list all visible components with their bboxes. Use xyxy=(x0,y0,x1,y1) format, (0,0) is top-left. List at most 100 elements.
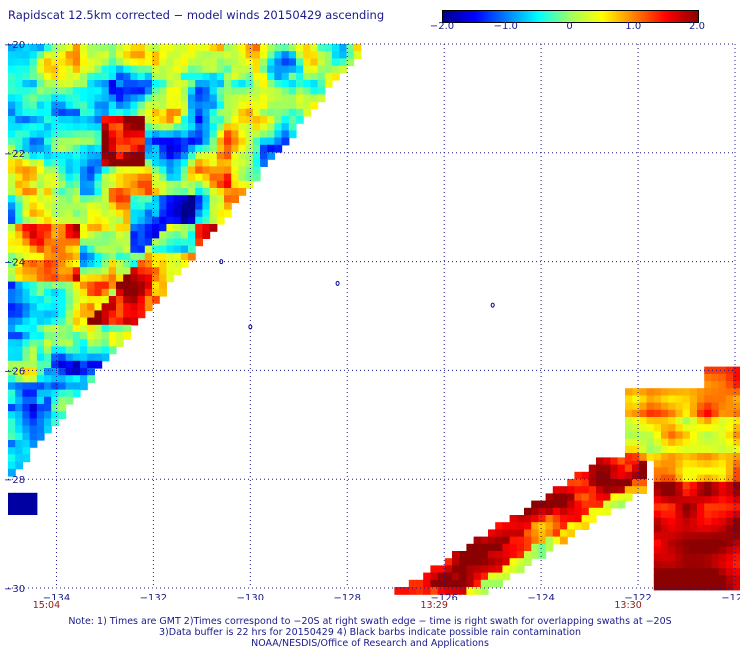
data-cell xyxy=(8,411,16,419)
data-cell xyxy=(94,123,103,131)
data-cell xyxy=(632,457,640,466)
data-cell xyxy=(252,44,261,52)
data-cell xyxy=(180,123,189,131)
data-cell xyxy=(624,493,633,502)
data-cell xyxy=(72,166,81,175)
data-cell xyxy=(80,166,88,175)
data-cell xyxy=(159,267,167,275)
data-cell xyxy=(173,216,182,225)
data-cell xyxy=(675,417,684,425)
data-cell xyxy=(260,58,268,67)
data-cell xyxy=(581,471,590,480)
data-cell xyxy=(87,166,95,175)
data-cell xyxy=(180,245,189,254)
data-cell xyxy=(29,116,38,124)
data-cell xyxy=(144,72,153,81)
data-cell xyxy=(65,108,74,117)
data-cell xyxy=(137,152,146,160)
data-cell xyxy=(524,522,532,530)
data-cell xyxy=(51,404,59,412)
data-cell xyxy=(130,87,139,95)
data-cell xyxy=(596,507,604,516)
data-cell xyxy=(552,493,561,502)
data-cell xyxy=(58,303,67,311)
data-cell xyxy=(8,101,16,110)
data-cell xyxy=(668,561,676,569)
data-cell xyxy=(567,522,575,530)
data-cell xyxy=(545,529,554,538)
data-cell xyxy=(274,94,283,103)
data-cell xyxy=(675,561,684,569)
data-cell xyxy=(137,188,146,196)
data-cell xyxy=(94,159,103,167)
data-cell xyxy=(238,130,247,139)
data-cell xyxy=(36,202,45,211)
data-cell xyxy=(238,180,247,189)
data-cell xyxy=(224,152,232,160)
data-cell xyxy=(72,123,81,131)
data-cell xyxy=(718,503,727,512)
data-cell xyxy=(44,152,52,160)
data-cell xyxy=(108,72,117,81)
data-cell xyxy=(689,445,698,454)
data-cell xyxy=(267,65,275,74)
data-cell xyxy=(87,195,95,203)
data-cell xyxy=(65,116,74,124)
data-cell xyxy=(538,515,547,523)
data-cell xyxy=(72,58,81,67)
data-cell xyxy=(195,166,203,175)
data-cell xyxy=(238,108,247,117)
data-cell xyxy=(65,159,74,167)
data-cell xyxy=(123,72,131,81)
data-cell xyxy=(245,180,254,189)
data-cell xyxy=(588,493,597,502)
data-cell xyxy=(22,72,31,81)
data-cell xyxy=(704,467,712,476)
data-cell xyxy=(624,457,633,466)
data-cell xyxy=(697,431,705,440)
data-cell xyxy=(87,159,95,167)
data-cell xyxy=(668,474,676,483)
data-cell xyxy=(267,51,275,59)
data-cell xyxy=(15,195,23,203)
data-cell xyxy=(430,579,439,588)
data-cell xyxy=(44,389,52,398)
data-cell xyxy=(180,231,189,239)
data-cell xyxy=(689,546,698,555)
data-cell xyxy=(661,460,669,468)
data-cell xyxy=(188,231,196,239)
data-cell xyxy=(108,188,117,196)
data-cell xyxy=(711,503,720,512)
data-cell xyxy=(65,152,74,160)
data-cell xyxy=(180,188,189,196)
data-cell xyxy=(65,101,74,110)
data-cell xyxy=(473,551,482,559)
data-cell xyxy=(144,216,153,225)
data-cell xyxy=(44,202,52,211)
data-cell xyxy=(238,166,247,175)
data-cell xyxy=(581,522,590,530)
data-cell xyxy=(245,152,254,160)
data-cell xyxy=(137,195,146,203)
data-cell xyxy=(617,471,626,480)
data-cell xyxy=(209,65,218,74)
data-cell xyxy=(123,159,131,167)
data-cell xyxy=(245,130,254,139)
data-cell xyxy=(116,87,124,95)
data-cell xyxy=(704,388,712,396)
data-cell xyxy=(8,500,16,508)
data-cell xyxy=(552,486,561,494)
data-cell xyxy=(159,101,167,110)
data-cell xyxy=(689,496,698,504)
data-cell xyxy=(80,231,88,239)
data-cell xyxy=(8,389,16,398)
data-cell xyxy=(524,529,532,538)
data-cell xyxy=(281,65,290,74)
data-cell xyxy=(72,216,81,225)
data-cell xyxy=(216,123,225,131)
data-cell xyxy=(245,44,254,52)
data-cell xyxy=(159,144,167,153)
data-cell xyxy=(639,457,647,466)
data-cell xyxy=(159,173,167,182)
data-cell xyxy=(231,94,239,103)
